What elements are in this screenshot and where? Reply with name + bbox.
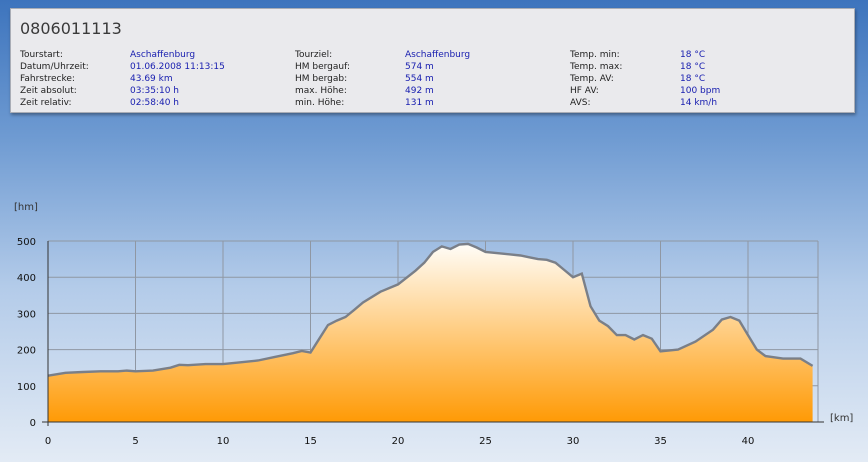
stat-value: 131 m	[405, 98, 434, 108]
y-axis-unit: [hm]	[14, 202, 38, 213]
stat-label: Temp. max:	[570, 62, 623, 72]
y-tick-label: 400	[17, 273, 36, 284]
stat-value: 492 m	[405, 86, 434, 96]
stat-value: 18 °C	[680, 50, 706, 60]
stat-value: Aschaffenburg	[130, 50, 196, 60]
stat-value: 14 km/h	[680, 98, 718, 108]
y-tick-label: 0	[30, 418, 36, 429]
x-tick-label: 0	[45, 436, 51, 447]
stat-label: Zeit absolut:	[20, 86, 77, 96]
stat-value: 01.06.2008 11:13:15	[130, 62, 225, 72]
y-tick-label: 100	[17, 382, 36, 393]
elevation-area	[48, 243, 813, 422]
stat-label: Tourziel:	[295, 50, 333, 60]
stat-value: 18 °C	[680, 74, 706, 84]
y-tick-label: 200	[17, 346, 36, 357]
stat-value: 43.69 km	[130, 74, 173, 84]
stat-value: 03:35:10 h	[130, 86, 179, 96]
stat-label: HM bergauf:	[295, 62, 350, 72]
stat-label: HF AV:	[570, 86, 599, 96]
stat-label: Fahrstrecke:	[20, 74, 75, 84]
stat-label: min. Höhe:	[295, 98, 345, 108]
stat-label: Zeit relativ:	[20, 98, 72, 108]
x-tick-label: 35	[654, 436, 667, 447]
stat-value: 554 m	[405, 74, 434, 84]
stat-label: Datum/Uhrzeit:	[20, 62, 89, 72]
x-tick-label: 40	[742, 436, 755, 447]
x-tick-label: 25	[479, 436, 492, 447]
x-tick-label: 20	[392, 436, 405, 447]
x-axis-unit: [km]	[830, 413, 853, 424]
x-tick-label: 5	[132, 436, 138, 447]
stat-label: HM bergab:	[295, 74, 348, 84]
x-tick-label: 30	[567, 436, 580, 447]
stat-value: 02:58:40 h	[130, 98, 179, 108]
stat-label: Temp. min:	[570, 50, 620, 60]
elevation-line	[47, 242, 814, 377]
ride-info-panel: 0806011113 Tourstart: Aschaffenburg Datum/…	[10, 8, 855, 113]
x-tick-label: 10	[217, 436, 230, 447]
stat-value: Aschaffenburg	[405, 50, 471, 60]
stat-label: Tourstart:	[20, 50, 63, 60]
ride-id-title: 0806011113	[20, 19, 122, 38]
stat-value: 100 bpm	[680, 86, 721, 96]
y-tick-label: 300	[17, 309, 36, 320]
y-tick-label: 500	[17, 237, 36, 248]
stat-label: AVS:	[570, 98, 591, 108]
stat-label: Temp. AV:	[570, 74, 614, 84]
stat-value: 574 m	[405, 62, 434, 72]
stat-label: max. Höhe:	[295, 86, 347, 96]
stat-value: 18 °C	[680, 62, 706, 72]
chart-axes: 0 100 200 300 400 500 0 5 10 15 20 25 30 35 40	[17, 237, 824, 447]
x-tick-label: 15	[304, 436, 317, 447]
